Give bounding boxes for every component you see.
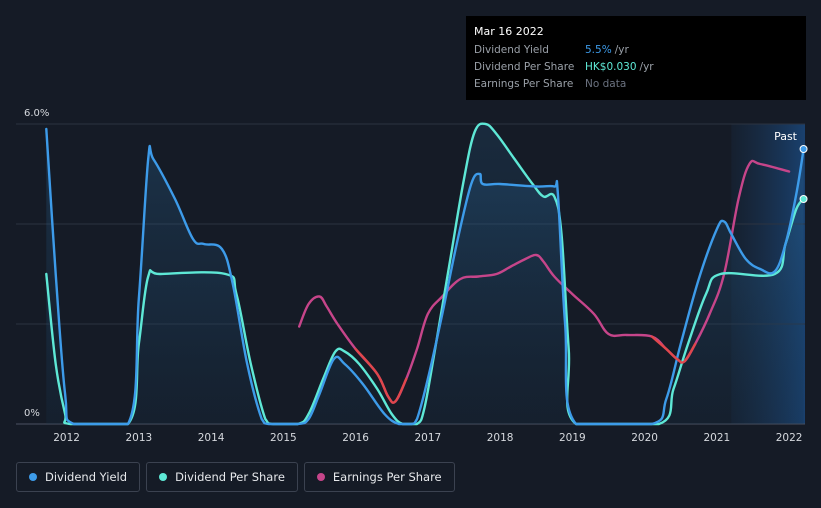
past-label: Past [774,130,798,143]
tooltip-label: Earnings Per Share [474,78,574,90]
x-tick-label: 2016 [342,432,369,444]
tooltip-value: 5.5% [585,44,612,56]
series-line-eps-decline [354,347,408,404]
legend-item-earnings-per-share[interactable]: Earnings Per Share [303,462,455,492]
x-tick-label: 2013 [125,432,152,444]
tooltip-row-dividend-yield: Dividend Yield 5.5% /yr [474,42,798,59]
tooltip-label: Dividend Per Share [474,61,575,73]
x-tick-label: 2019 [559,432,586,444]
legend-dot-icon [159,473,168,481]
x-tick-label: 2022 [776,432,803,444]
tooltip-label: Dividend Yield [474,44,549,56]
x-tick-label: 2021 [703,432,730,444]
tooltip-panel: Mar 16 2022 Dividend Yield 5.5% /yr Divi… [466,16,806,100]
x-tick-label: 2018 [487,432,514,444]
x-tick-label: 2012 [53,432,80,444]
tooltip-unit: /yr [614,44,629,56]
tooltip-date: Mar 16 2022 [474,25,544,38]
legend-dot-icon [316,473,325,481]
series-line-dividend-per-share [45,122,805,426]
tooltip-row-earnings-per-share: Earnings Per Share No data [474,76,798,93]
series-end-marker [799,195,808,203]
x-tick-label: 2014 [198,432,225,444]
series-area [46,123,804,425]
legend-label: Dividend Per Share [175,470,285,484]
series-markers [799,145,808,203]
y-tick-label: 0% [24,408,40,419]
tooltip-value: No data [585,78,627,90]
series-line-dividend-yield [45,127,805,426]
tooltip-value: HK$0.030 [585,61,637,73]
legend-item-dividend-per-share[interactable]: Dividend Per Share [146,462,298,492]
legend-label: Earnings Per Share [332,470,442,484]
legend-dot-icon [29,473,37,481]
tooltip-row-dividend-per-share: Dividend Per Share HK$0.030 /yr [474,59,798,76]
legend-label: Dividend Yield [45,470,128,484]
legend-item-dividend-yield[interactable]: Dividend Yield [16,462,141,492]
x-tick-label: 2015 [270,432,297,444]
series-lines [45,122,805,426]
tooltip-unit: /yr [639,61,654,73]
series-line-eps-decline [650,335,697,364]
y-tick-label: 6.0% [24,108,49,119]
x-tick-label: 2020 [631,432,658,444]
y-axis-ticks: 6.0% 0% [24,108,49,419]
series-areas [46,123,804,425]
legend: Dividend Yield Dividend Per Share Earnin… [16,462,455,492]
x-axis-ticks: 2012 2013 2014 2015 2016 2017 2018 2019 2020 2021… [53,432,802,444]
x-tick-label: 2017 [414,432,441,444]
series-end-marker [799,145,808,153]
